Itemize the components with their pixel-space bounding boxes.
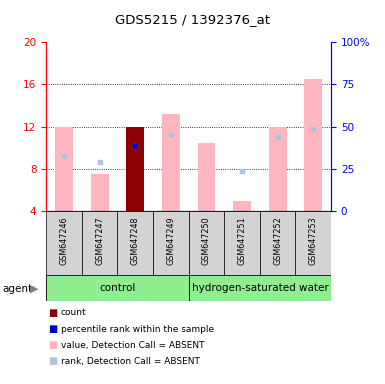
Text: control: control bbox=[99, 283, 136, 293]
Bar bbox=[269, 127, 286, 211]
Bar bbox=[189, 211, 224, 275]
Text: GDS5215 / 1392376_at: GDS5215 / 1392376_at bbox=[115, 13, 270, 26]
Bar bbox=[91, 174, 109, 211]
Text: agent: agent bbox=[2, 284, 32, 294]
Text: GSM647251: GSM647251 bbox=[238, 216, 246, 265]
Bar bbox=[224, 211, 260, 275]
Text: GSM647247: GSM647247 bbox=[95, 216, 104, 265]
Bar bbox=[233, 200, 251, 211]
Bar bbox=[82, 211, 117, 275]
Text: GSM647252: GSM647252 bbox=[273, 216, 282, 265]
Bar bbox=[46, 211, 82, 275]
Text: value, Detection Call = ABSENT: value, Detection Call = ABSENT bbox=[61, 341, 204, 350]
Text: ■: ■ bbox=[48, 324, 57, 334]
Bar bbox=[153, 211, 189, 275]
Text: GSM647250: GSM647250 bbox=[202, 216, 211, 265]
Text: percentile rank within the sample: percentile rank within the sample bbox=[61, 324, 214, 334]
Bar bbox=[296, 211, 331, 275]
Text: ▶: ▶ bbox=[30, 284, 38, 294]
Bar bbox=[126, 127, 144, 211]
Text: hydrogen-saturated water: hydrogen-saturated water bbox=[191, 283, 328, 293]
Text: ■: ■ bbox=[48, 308, 57, 318]
Bar bbox=[260, 211, 296, 275]
Bar bbox=[117, 211, 153, 275]
Bar bbox=[198, 142, 215, 211]
Text: GSM647249: GSM647249 bbox=[166, 216, 175, 265]
Text: count: count bbox=[61, 308, 87, 318]
Text: GSM647248: GSM647248 bbox=[131, 216, 140, 265]
Bar bbox=[126, 127, 144, 211]
Bar bbox=[189, 275, 331, 301]
Bar bbox=[46, 275, 189, 301]
Text: ■: ■ bbox=[48, 340, 57, 350]
Bar bbox=[305, 79, 322, 211]
Bar bbox=[55, 127, 73, 211]
Text: rank, Detection Call = ABSENT: rank, Detection Call = ABSENT bbox=[61, 357, 200, 366]
Bar bbox=[162, 114, 180, 211]
Text: GSM647253: GSM647253 bbox=[309, 216, 318, 265]
Text: GSM647246: GSM647246 bbox=[60, 216, 69, 265]
Text: ■: ■ bbox=[48, 356, 57, 366]
